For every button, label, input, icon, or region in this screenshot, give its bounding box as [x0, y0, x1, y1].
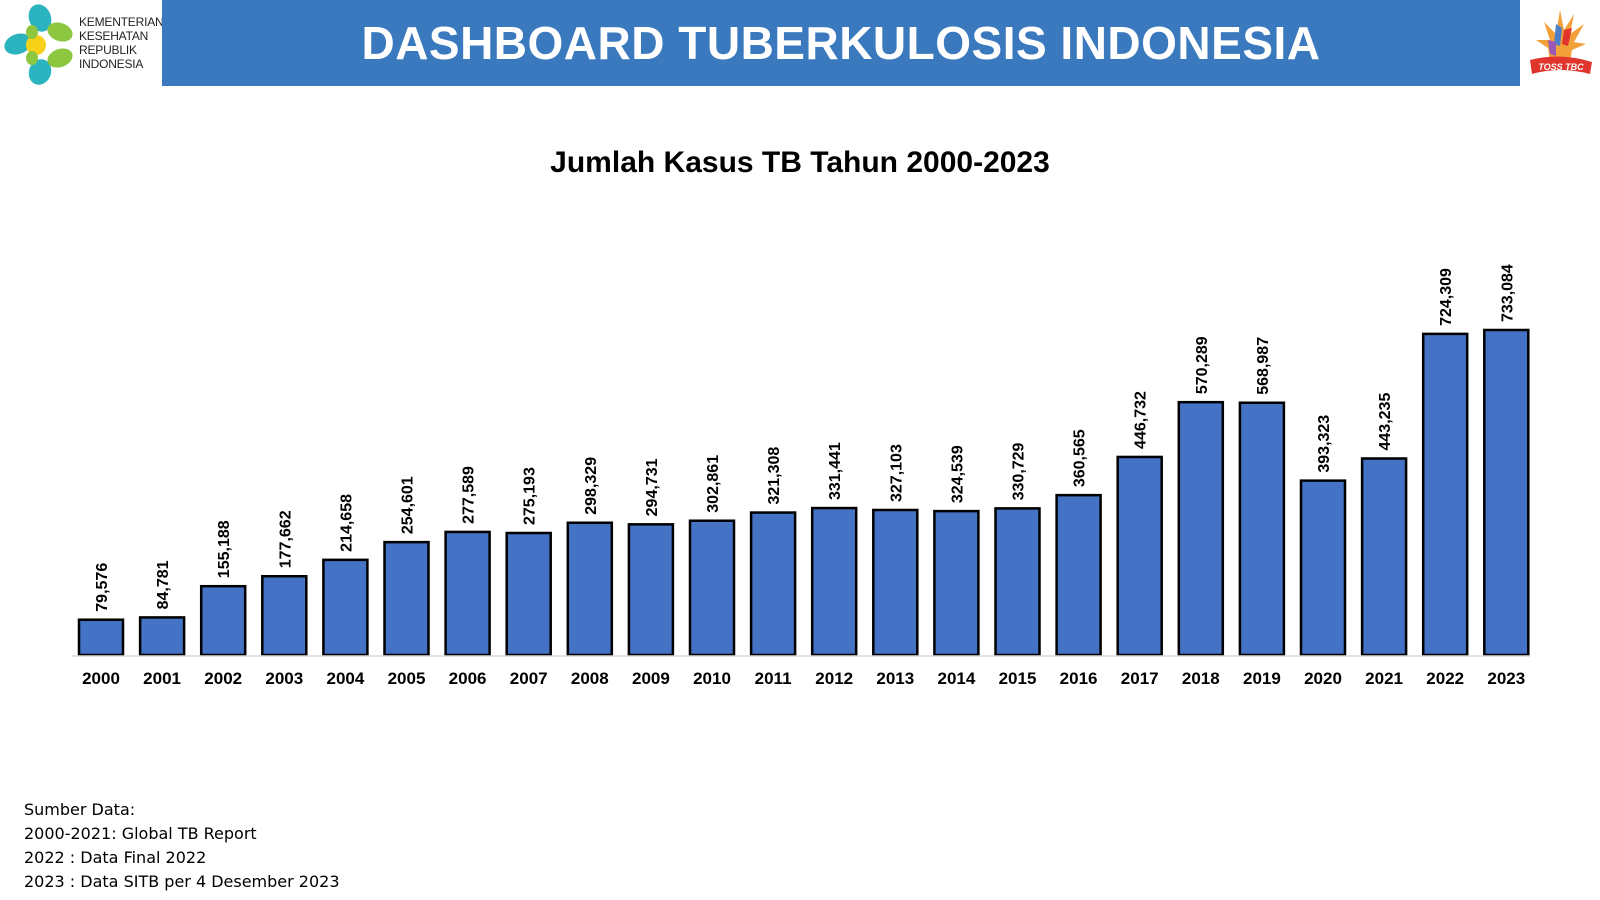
data-label-2022: 724,309: [1438, 268, 1455, 326]
x-tick-label-2004: 2004: [326, 669, 364, 688]
kemenkes-logo-text: KEMENTERIAN KESEHATAN REPUBLIK INDONESIA: [79, 15, 164, 71]
x-tick-label-2005: 2005: [388, 669, 426, 688]
x-tick-label-2014: 2014: [937, 669, 975, 688]
data-label-2002: 155,188: [216, 520, 233, 578]
x-tick-label-2001: 2001: [143, 669, 181, 688]
bar-2002: [199, 584, 247, 657]
bar-2013: [872, 508, 919, 657]
data-label-2016: 360,565: [1072, 429, 1089, 487]
data-label-2023: 733,084: [1499, 264, 1516, 322]
x-tick-label-2011: 2011: [755, 669, 792, 688]
bar-2014: [933, 509, 980, 657]
toss-tbc-logo-text: TOSS TBC: [1538, 62, 1584, 72]
logo-line: KEMENTERIAN: [79, 15, 164, 29]
data-label-2004: 214,658: [338, 494, 355, 552]
data-label-2012: 331,441: [827, 442, 844, 500]
data-label-2021: 443,235: [1377, 393, 1394, 451]
x-tick-label-2023: 2023: [1487, 669, 1525, 688]
data-label-2015: 330,729: [1011, 442, 1028, 500]
data-label-2008: 298,329: [583, 457, 600, 515]
x-tick-label-2018: 2018: [1182, 669, 1220, 688]
data-source-note: Sumber Data: 2000-2021: Global TB Report…: [24, 798, 340, 894]
logo-line: INDONESIA: [79, 57, 144, 71]
x-tick-label-2009: 2009: [632, 669, 670, 688]
kemenkes-logo: KEMENTERIAN KESEHATAN REPUBLIK INDONESIA: [0, 0, 164, 86]
data-label-2003: 177,662: [277, 510, 294, 568]
labels-layer: 79,576 2000 84,781 2001 155,188 2002 177,662 20…: [82, 264, 1525, 688]
x-tick-label-2016: 2016: [1060, 669, 1098, 688]
bars-layer: [77, 328, 1530, 657]
bar-2023: [1483, 328, 1530, 657]
source-line: 2022 : Data Final 2022: [24, 848, 207, 867]
toss-tbc-hand-icon: TOSS TBC: [1530, 10, 1592, 74]
chart-title: Jumlah Kasus TB Tahun 2000-2023: [550, 146, 1050, 179]
data-label-2019: 568,987: [1255, 337, 1272, 395]
bar-2018: [1177, 400, 1225, 657]
bar-2020: [1299, 479, 1347, 657]
source-line: 2000-2021: Global TB Report: [24, 824, 257, 843]
x-tick-label-2022: 2022: [1426, 669, 1464, 688]
data-label-2007: 275,193: [522, 467, 539, 525]
data-label-2014: 324,539: [949, 445, 966, 503]
x-tick-label-2019: 2019: [1243, 669, 1281, 688]
x-tick-label-2021: 2021: [1365, 669, 1403, 688]
kemenkes-emblem-icon: [4, 4, 73, 85]
bar-2022: [1421, 332, 1469, 657]
bar-2000: [77, 618, 125, 657]
data-label-2009: 294,731: [644, 458, 661, 516]
bar-2003: [261, 574, 308, 657]
bar-2007: [505, 531, 552, 657]
bar-2019: [1238, 401, 1286, 657]
bar-2017: [1116, 455, 1163, 657]
x-tick-label-2003: 2003: [265, 669, 303, 688]
bar-2015: [994, 507, 1041, 657]
source-heading: Sumber Data:: [24, 800, 136, 819]
x-tick-label-2010: 2010: [693, 669, 731, 688]
logo-line: REPUBLIK: [79, 43, 137, 57]
x-tick-label-2020: 2020: [1304, 669, 1342, 688]
x-tick-label-2008: 2008: [571, 669, 609, 688]
data-label-2001: 84,781: [155, 560, 172, 609]
x-tick-label-2000: 2000: [82, 669, 120, 688]
header-banner: DASHBOARD TUBERKULOSIS INDONESIA: [162, 0, 1520, 86]
bar-2010: [688, 519, 736, 657]
data-label-2000: 79,576: [94, 563, 111, 612]
bar-2006: [444, 530, 491, 657]
x-tick-label-2002: 2002: [204, 669, 242, 688]
x-tick-label-2012: 2012: [815, 669, 853, 688]
data-label-2020: 393,323: [1316, 415, 1333, 473]
bar-2011: [749, 511, 797, 657]
bar-2016: [1055, 493, 1102, 657]
data-label-2018: 570,289: [1194, 336, 1211, 394]
bar-2009: [627, 523, 675, 657]
x-tick-label-2017: 2017: [1121, 669, 1159, 688]
source-line: 2023 : Data SITB per 4 Desember 2023: [24, 872, 340, 891]
page-title: DASHBOARD TUBERKULOSIS INDONESIA: [361, 17, 1321, 69]
bar-2001: [138, 616, 186, 657]
x-tick-label-2013: 2013: [876, 669, 914, 688]
bar-2021: [1360, 457, 1408, 657]
data-label-2017: 446,732: [1133, 391, 1150, 449]
data-label-2011: 321,308: [766, 447, 783, 505]
data-label-2010: 302,861: [705, 455, 722, 513]
bar-2012: [810, 506, 858, 657]
x-tick-label-2015: 2015: [999, 669, 1037, 688]
x-tick-label-2006: 2006: [449, 669, 487, 688]
logo-line: KESEHATAN: [79, 29, 149, 43]
bar-2005: [383, 540, 430, 657]
data-label-2005: 254,601: [400, 476, 417, 534]
bar-2004: [322, 558, 369, 657]
bar-2008: [566, 521, 614, 657]
data-label-2013: 327,103: [888, 444, 905, 502]
data-label-2006: 277,589: [461, 466, 478, 524]
toss-tbc-logo: TOSS TBC: [1520, 0, 1600, 86]
x-tick-label-2007: 2007: [510, 669, 548, 688]
